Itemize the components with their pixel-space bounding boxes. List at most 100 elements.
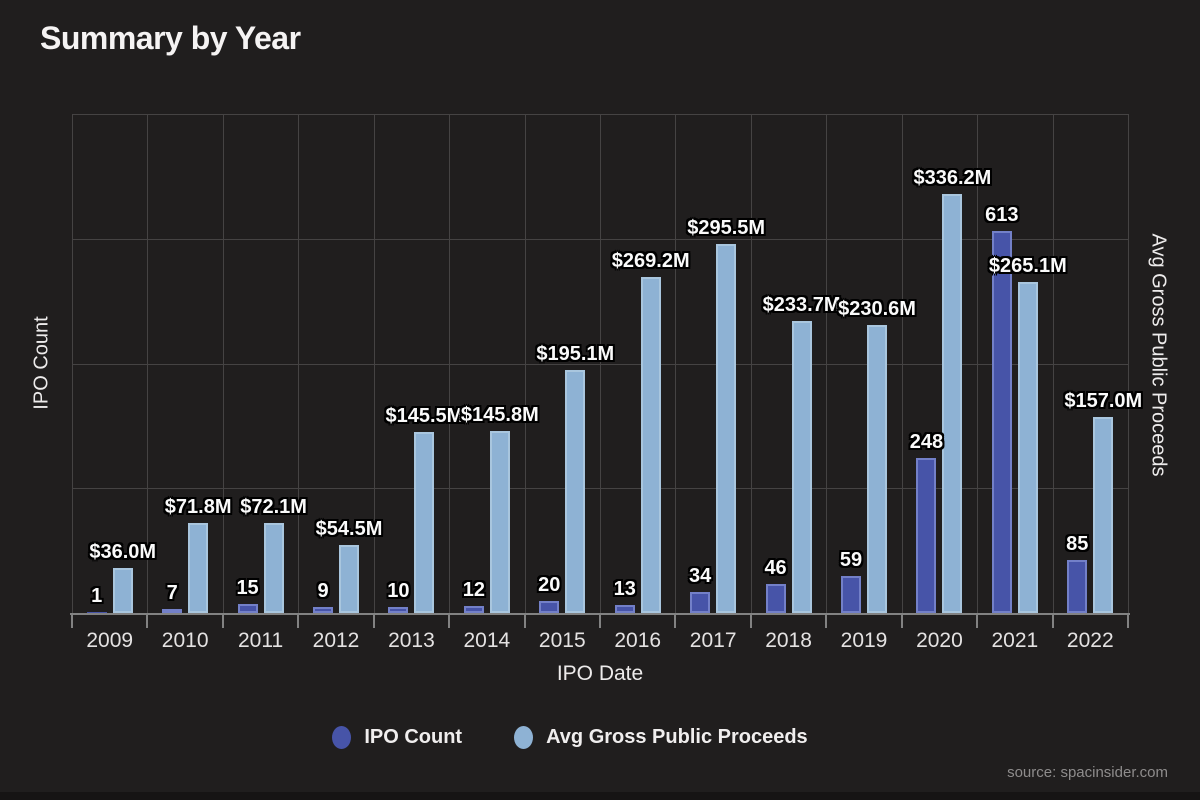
gridline-vertical	[675, 114, 677, 613]
avg-proceeds-label: $145.5M	[385, 404, 464, 427]
x-axis-year-label: 2020	[916, 629, 963, 652]
y-axis-title-left: IPO Count	[30, 316, 53, 410]
bar-avg-proceeds	[414, 431, 435, 613]
avg-proceeds-label: $295.5M	[687, 217, 766, 240]
ipo-count-label: 12	[462, 578, 485, 601]
avg-proceeds-label: $72.1M	[240, 496, 307, 519]
avg-proceeds-label: $54.5M	[315, 518, 383, 541]
gridline-vertical	[373, 114, 375, 613]
x-axis-year-label: 2016	[614, 629, 662, 652]
x-axis-year-label: 2014	[463, 629, 511, 652]
x-axis-title: IPO Date	[556, 662, 644, 685]
bar-avg-proceeds	[942, 193, 963, 613]
avg-proceeds-label: $157.0M	[1064, 390, 1143, 413]
ipo-count-label: 9	[317, 580, 329, 603]
x-axis-year-label: 2015	[538, 629, 586, 652]
bar-ipo-count	[1067, 559, 1088, 613]
x-axis-year-label: 2012	[312, 629, 360, 652]
legend-label-ipo-count: IPO Count	[364, 726, 463, 748]
gridline-vertical	[524, 114, 526, 613]
bar-ipo-count	[463, 605, 484, 613]
bar-avg-proceeds	[791, 321, 812, 613]
legend-marker-proceeds-icon	[514, 726, 534, 749]
legend-item-proceeds: Avg Gross Public Proceeds	[514, 726, 808, 749]
ipo-count-label: 15	[236, 576, 259, 599]
x-axis-tick	[71, 615, 73, 628]
x-axis-tick	[1051, 615, 1054, 628]
ipo-count-label: 613	[985, 203, 1019, 226]
gridline-vertical	[600, 114, 601, 613]
bar-avg-proceeds	[1093, 417, 1114, 613]
bar-ipo-count	[388, 606, 409, 613]
gridline-vertical	[1128, 114, 1129, 613]
bar-avg-proceeds	[188, 523, 209, 613]
chart-title: Summary by Year	[40, 20, 301, 56]
avg-proceeds-label: $195.1M	[536, 342, 615, 365]
gridline-vertical	[826, 114, 828, 613]
bar-avg-proceeds	[489, 431, 510, 613]
bar-avg-proceeds	[867, 325, 887, 613]
bar-avg-proceeds	[263, 523, 284, 613]
ipo-count-label: 7	[166, 581, 178, 604]
legend-label-proceeds: Avg Gross Public Proceeds	[546, 726, 808, 748]
gridline-vertical	[449, 114, 451, 613]
x-axis-tick	[599, 615, 601, 628]
bar-ipo-count	[991, 230, 1012, 613]
bar-avg-proceeds	[565, 369, 586, 613]
source-attribution: source: spacinsider.com	[1007, 764, 1168, 781]
x-axis-tick	[749, 615, 752, 628]
x-axis-tick	[674, 615, 677, 628]
gridline-vertical	[977, 114, 979, 613]
avg-proceeds-label: $336.2M	[913, 166, 992, 189]
avg-proceeds-label: $265.1M	[988, 255, 1067, 278]
x-axis-line	[70, 613, 1130, 615]
avg-proceeds-label: $36.0M	[89, 541, 157, 564]
ipo-count-label: 34	[689, 564, 712, 587]
x-axis-tick	[297, 615, 300, 628]
x-axis-tick	[976, 615, 979, 628]
bar-ipo-count	[313, 607, 333, 613]
bar-ipo-count	[614, 604, 635, 613]
bar-ipo-count	[162, 608, 183, 613]
gridline-vertical	[750, 114, 752, 613]
x-axis-tick	[448, 615, 451, 628]
x-axis-tick	[523, 615, 526, 628]
bar-ipo-count	[539, 600, 560, 613]
x-axis-year-label: 2011	[237, 629, 284, 652]
x-axis-tick	[1127, 615, 1129, 628]
x-axis-year-label: 2013	[388, 629, 435, 652]
ipo-count-label: 46	[764, 557, 787, 580]
bar-avg-proceeds	[112, 568, 133, 613]
ipo-count-label: 85	[1066, 532, 1089, 555]
x-axis-year-label: 2009	[86, 629, 134, 652]
gridline-vertical	[72, 114, 73, 613]
ipo-count-label: 59	[839, 549, 863, 572]
y-axis-title-right: Avg Gross Public Proceeds	[1147, 233, 1170, 477]
x-axis-year-label: 2021	[991, 629, 1039, 652]
gridline-vertical	[298, 114, 300, 613]
avg-proceeds-label: $269.2M	[611, 250, 690, 273]
legend-item-ipo-count: IPO Count	[332, 726, 462, 749]
bar-avg-proceeds	[640, 277, 661, 613]
ipo-count-label: 10	[387, 579, 410, 602]
ipo-count-label: 1	[91, 585, 103, 608]
ipo-count-label: 13	[613, 577, 636, 600]
gridline-vertical	[147, 114, 149, 613]
bar-avg-proceeds	[339, 545, 359, 613]
avg-proceeds-label: $230.6M	[838, 298, 916, 321]
x-axis-year-label: 2019	[840, 629, 888, 652]
gridline-vertical	[222, 114, 224, 613]
x-axis-tick	[372, 615, 375, 628]
bar-avg-proceeds	[1017, 282, 1038, 613]
avg-proceeds-label: $233.7M	[762, 294, 841, 317]
gridline-vertical	[901, 114, 903, 613]
bar-ipo-count	[237, 603, 258, 613]
legend-marker-ipo-count-icon	[332, 726, 352, 749]
ipo-count-label: 248	[909, 431, 944, 454]
avg-proceeds-label: $145.8M	[460, 404, 539, 427]
bar-ipo-count	[765, 584, 786, 613]
bar-ipo-count	[690, 591, 711, 613]
x-axis-year-label: 2018	[765, 629, 812, 652]
x-axis-year-label: 2022	[1066, 629, 1114, 652]
